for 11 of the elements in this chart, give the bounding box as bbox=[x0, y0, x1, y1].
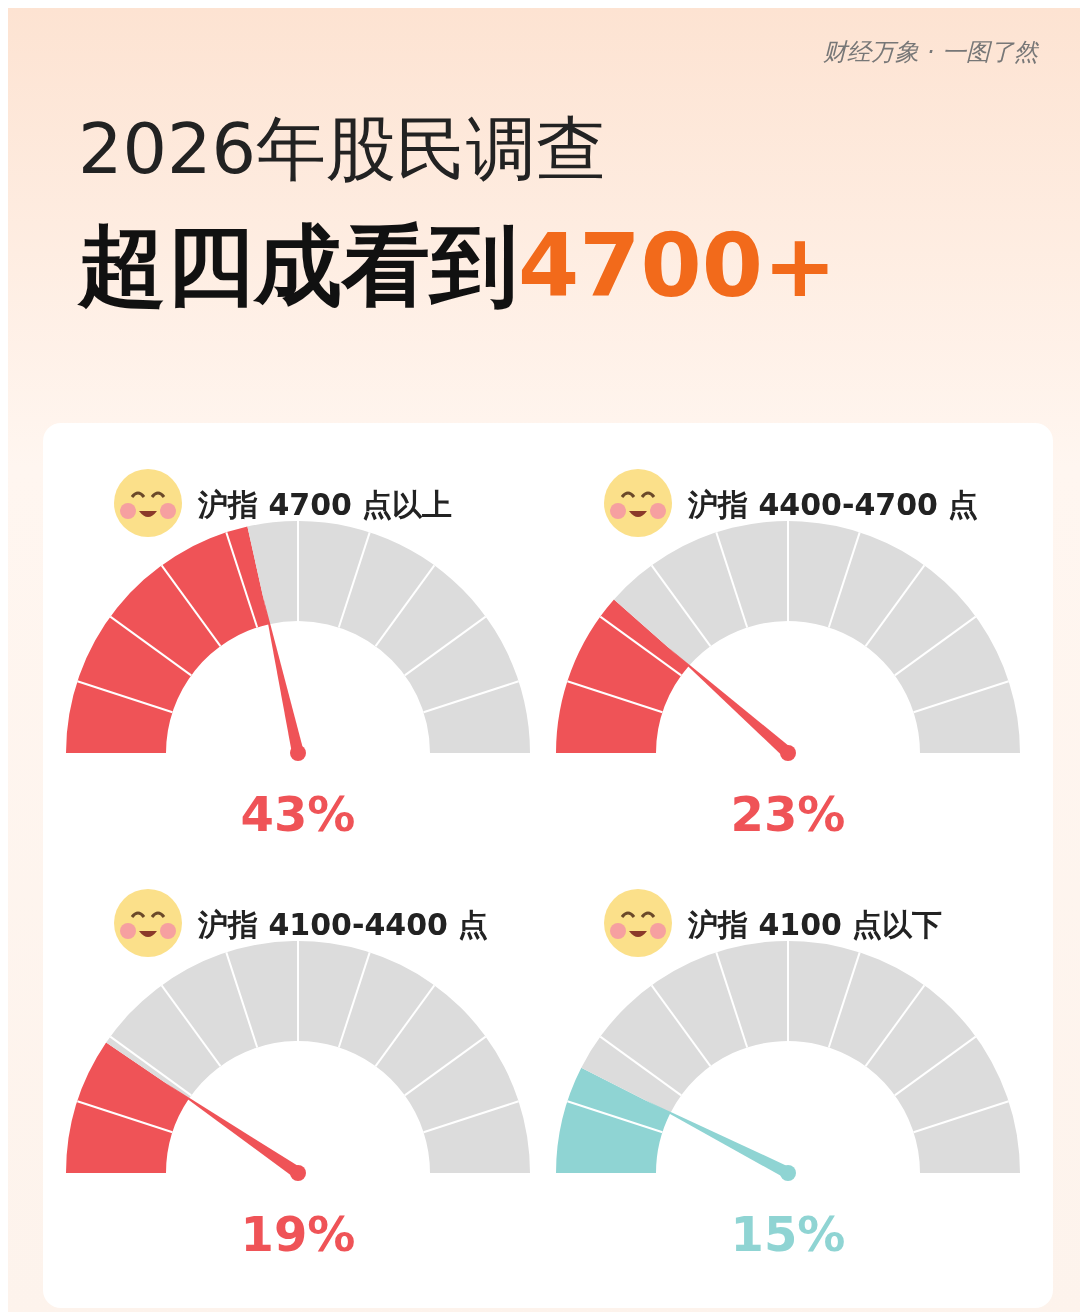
text: 财经万象 · 一图了然 bbox=[823, 38, 1040, 66]
text: 43% bbox=[240, 786, 356, 842]
text: 19% bbox=[240, 1206, 356, 1262]
chart-title: 沪指 4400-4700 点 bbox=[687, 487, 979, 522]
chart-title: 沪指 4100 点以下 bbox=[687, 907, 943, 942]
text: 15% bbox=[730, 1206, 846, 1262]
text: 23% bbox=[730, 786, 846, 842]
text: 超四成看到4700+ bbox=[77, 214, 837, 317]
text: 2026年股民调查 bbox=[78, 108, 607, 190]
chart-title: 沪指 4700 点以上 bbox=[197, 487, 453, 522]
chart-title: 沪指 4100-4400 点 bbox=[197, 907, 489, 942]
